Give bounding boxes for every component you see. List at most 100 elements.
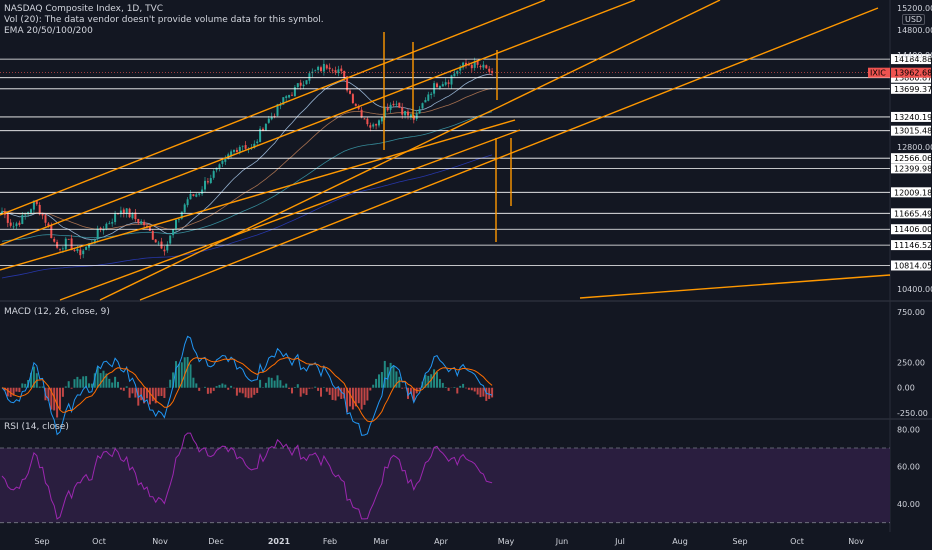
- time-axis-tick: Apr: [434, 537, 449, 546]
- macd-histogram-bar: [99, 373, 102, 388]
- macd-histogram-bar: [238, 387, 241, 393]
- candle-body: [73, 250, 76, 251]
- price-axis-tick: 12800.00: [897, 143, 932, 152]
- macd-histogram-bar: [218, 384, 221, 388]
- candle-body: [485, 65, 488, 69]
- price-level-label: 14184.88: [894, 55, 932, 64]
- candle-body: [198, 193, 201, 195]
- ema-20-line: [1, 73, 493, 240]
- candle-body: [201, 189, 204, 194]
- macd-histogram-bar: [79, 379, 82, 388]
- candle-body: [389, 104, 392, 110]
- price-level-label: 12566.06: [894, 154, 932, 163]
- candle-body: [70, 238, 73, 251]
- candle-body: [64, 238, 67, 250]
- macd-histogram-bar: [264, 382, 267, 388]
- macd-histogram-bar: [360, 387, 363, 410]
- macd-axis-tick: 0.00: [897, 384, 915, 393]
- candle-body: [459, 66, 462, 71]
- candle-body: [299, 82, 302, 86]
- macd-histogram-bar: [317, 387, 320, 391]
- macd-histogram-bar: [427, 375, 430, 388]
- macd-histogram-bar: [21, 383, 24, 388]
- price-level-tag: [891, 260, 931, 271]
- candle-body: [363, 118, 366, 120]
- candle-body: [169, 235, 172, 244]
- candle-body: [293, 87, 296, 97]
- candle-body: [267, 118, 270, 123]
- macd-histogram-bar: [438, 379, 441, 388]
- rsi-band: [0, 448, 890, 523]
- candle-body: [35, 200, 38, 205]
- rsi-legend[interactable]: RSI (14, close): [4, 422, 69, 432]
- candle-body: [270, 116, 273, 120]
- macd-histogram-bar: [64, 386, 67, 388]
- macd-histogram-bar: [328, 387, 331, 395]
- macd-histogram-bar: [279, 380, 282, 388]
- macd-histogram-bar: [485, 387, 488, 401]
- macd-histogram-bar: [90, 383, 93, 388]
- macd-histogram-bar: [444, 386, 447, 388]
- macd-histogram-bar: [76, 376, 79, 388]
- candle-body: [438, 85, 441, 89]
- macd-histogram-bar: [267, 377, 270, 388]
- currency-badge[interactable]: USD: [902, 14, 926, 25]
- candle-body: [134, 212, 137, 220]
- candle-body: [206, 181, 209, 183]
- candle-body: [328, 67, 331, 70]
- candle-body: [479, 66, 482, 68]
- macd-histogram-bar: [291, 387, 293, 394]
- macd-histogram-bar: [244, 387, 247, 398]
- macd-histogram-bar: [12, 387, 15, 396]
- macd-histogram-bar: [456, 387, 459, 394]
- macd-histogram-bar: [473, 387, 476, 392]
- macd-histogram-bar: [227, 387, 230, 390]
- price-level-label: 10814.05: [894, 261, 932, 270]
- candle-body: [61, 248, 64, 250]
- candle-body: [357, 106, 360, 109]
- time-axis-tick: Oct: [790, 537, 804, 546]
- macd-legend[interactable]: MACD (12, 26, close, 9): [4, 307, 110, 317]
- macd-histogram-bar: [209, 387, 212, 394]
- candle-body: [288, 94, 291, 98]
- macd-axis-tick: 750.00: [897, 308, 925, 317]
- macd-histogram-bar: [247, 387, 250, 399]
- candle-body: [450, 75, 453, 85]
- candle-body: [175, 219, 177, 230]
- symbol-title[interactable]: NASDAQ Composite Index, 1D, TVC: [4, 4, 164, 14]
- candle-body: [322, 63, 325, 72]
- macd-histogram-bar: [311, 387, 314, 389]
- candle-body: [47, 223, 50, 227]
- macd-histogram-bar: [296, 384, 299, 388]
- candle-body: [444, 82, 447, 85]
- candle-body: [398, 102, 401, 108]
- candle-body: [96, 228, 99, 239]
- macd-histogram-bar: [134, 387, 137, 398]
- candle-body: [470, 64, 473, 69]
- macd-histogram-bar: [73, 379, 76, 388]
- macd-histogram-bar: [418, 387, 421, 390]
- candle-body: [354, 103, 357, 106]
- candle-body: [378, 120, 380, 126]
- candle-body: [189, 193, 192, 200]
- candle-body: [67, 238, 70, 240]
- price-level-label: 13880.87: [894, 74, 932, 83]
- candle-body: [465, 62, 467, 66]
- ema-legend[interactable]: EMA 20/50/100/200: [4, 26, 93, 36]
- macd-histogram-bar: [462, 383, 465, 388]
- candle-body: [148, 225, 151, 231]
- rsi-axis-tick: 80.00: [897, 425, 920, 434]
- macd-histogram-bar: [172, 372, 175, 388]
- macd-histogram-bar: [169, 379, 172, 388]
- macd-histogram-bar: [47, 387, 50, 401]
- candle-body: [441, 84, 444, 87]
- macd-signal-line: [1, 357, 493, 423]
- macd-histogram-bar: [430, 374, 433, 388]
- candle-body: [21, 215, 24, 224]
- candle-body: [233, 149, 235, 152]
- macd-histogram-bar: [204, 386, 206, 388]
- candle-body: [172, 229, 175, 236]
- candle-body: [421, 103, 424, 109]
- candle-body: [401, 107, 404, 115]
